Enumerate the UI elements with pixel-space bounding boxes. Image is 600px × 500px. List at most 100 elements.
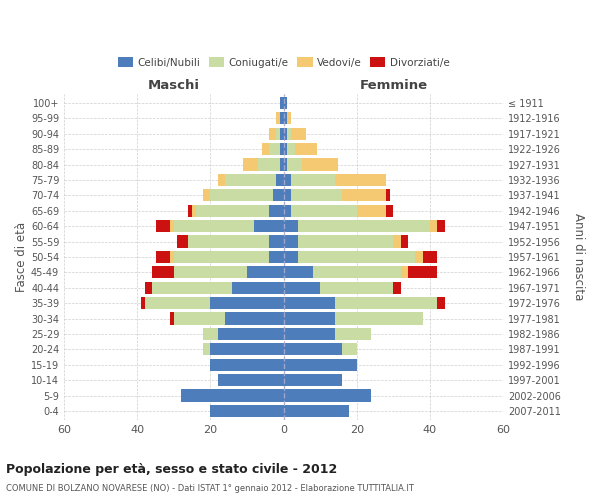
- Bar: [181, 390, 284, 402]
- Bar: [298, 220, 430, 232]
- Bar: [211, 404, 284, 417]
- Bar: [284, 143, 287, 156]
- Bar: [192, 204, 196, 217]
- Bar: [298, 251, 415, 263]
- Bar: [280, 143, 284, 156]
- Bar: [284, 282, 320, 294]
- Text: Maschi: Maschi: [148, 79, 200, 92]
- Bar: [280, 97, 284, 109]
- Bar: [291, 189, 342, 202]
- Bar: [174, 220, 254, 232]
- Bar: [287, 128, 291, 140]
- Bar: [287, 112, 291, 124]
- Bar: [284, 220, 298, 232]
- Bar: [218, 374, 284, 386]
- Bar: [284, 266, 313, 278]
- Bar: [211, 343, 284, 355]
- Bar: [320, 282, 394, 294]
- Bar: [298, 236, 394, 248]
- Bar: [203, 343, 211, 355]
- Bar: [141, 297, 145, 310]
- Bar: [284, 97, 287, 109]
- Bar: [386, 204, 394, 217]
- Legend: Celibi/Nubili, Coniugati/e, Vedovi/e, Divorziati/e: Celibi/Nubili, Coniugati/e, Vedovi/e, Di…: [113, 53, 454, 72]
- Bar: [276, 128, 280, 140]
- Bar: [170, 220, 174, 232]
- Bar: [408, 266, 437, 278]
- Text: COMUNE DI BOLZANO NOVARESE (NO) - Dati ISTAT 1° gennaio 2012 - Elaborazione TUTT: COMUNE DI BOLZANO NOVARESE (NO) - Dati I…: [6, 484, 414, 493]
- Bar: [262, 143, 269, 156]
- Bar: [145, 297, 211, 310]
- Bar: [152, 266, 174, 278]
- Bar: [284, 174, 291, 186]
- Bar: [437, 220, 445, 232]
- Bar: [415, 251, 422, 263]
- Bar: [284, 189, 291, 202]
- Bar: [335, 174, 386, 186]
- Bar: [335, 297, 437, 310]
- Bar: [284, 112, 287, 124]
- Bar: [203, 189, 211, 202]
- Bar: [295, 143, 317, 156]
- Bar: [394, 236, 401, 248]
- Bar: [276, 112, 280, 124]
- Bar: [437, 297, 445, 310]
- Bar: [225, 312, 284, 324]
- Bar: [291, 128, 305, 140]
- Bar: [188, 204, 192, 217]
- Bar: [203, 328, 218, 340]
- Bar: [284, 204, 291, 217]
- Bar: [225, 174, 276, 186]
- Bar: [218, 328, 284, 340]
- Bar: [342, 189, 386, 202]
- Bar: [291, 204, 357, 217]
- Bar: [211, 297, 284, 310]
- Bar: [218, 174, 225, 186]
- Bar: [276, 174, 284, 186]
- Bar: [272, 189, 284, 202]
- Bar: [284, 404, 349, 417]
- Bar: [174, 266, 247, 278]
- Bar: [196, 204, 269, 217]
- Bar: [401, 236, 408, 248]
- Bar: [342, 343, 357, 355]
- Bar: [280, 158, 284, 170]
- Bar: [430, 220, 437, 232]
- Bar: [174, 312, 225, 324]
- Bar: [170, 251, 174, 263]
- Bar: [155, 251, 170, 263]
- Bar: [247, 266, 284, 278]
- Bar: [280, 112, 284, 124]
- Text: Popolazione per età, sesso e stato civile - 2012: Popolazione per età, sesso e stato civil…: [6, 462, 337, 475]
- Bar: [145, 282, 152, 294]
- Bar: [155, 220, 170, 232]
- Bar: [188, 236, 269, 248]
- Bar: [174, 251, 269, 263]
- Bar: [269, 204, 284, 217]
- Bar: [335, 312, 422, 324]
- Bar: [313, 266, 401, 278]
- Bar: [357, 204, 386, 217]
- Bar: [232, 282, 284, 294]
- Bar: [152, 282, 232, 294]
- Bar: [284, 374, 342, 386]
- Y-axis label: Anni di nascita: Anni di nascita: [572, 213, 585, 300]
- Text: Femmine: Femmine: [359, 79, 427, 92]
- Y-axis label: Fasce di età: Fasce di età: [15, 222, 28, 292]
- Bar: [269, 143, 280, 156]
- Bar: [284, 358, 357, 371]
- Bar: [422, 251, 437, 263]
- Bar: [258, 158, 280, 170]
- Bar: [284, 236, 298, 248]
- Bar: [386, 189, 390, 202]
- Bar: [178, 236, 188, 248]
- Bar: [284, 297, 335, 310]
- Bar: [269, 236, 284, 248]
- Bar: [291, 174, 335, 186]
- Bar: [280, 128, 284, 140]
- Bar: [269, 128, 276, 140]
- Bar: [269, 251, 284, 263]
- Bar: [284, 312, 335, 324]
- Bar: [401, 266, 408, 278]
- Bar: [335, 328, 371, 340]
